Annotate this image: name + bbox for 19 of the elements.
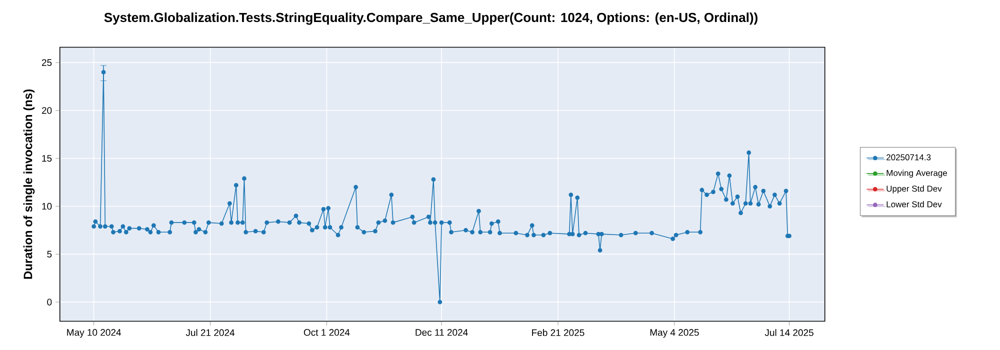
- y-axis-title: Duration of single invocation (ns): [23, 90, 35, 279]
- y-tick-label: 15: [42, 155, 52, 162]
- legend-label: 20250714.3: [886, 154, 931, 160]
- legend-label: Upper Std Dev: [886, 185, 942, 194]
- chart-title: System.Globalization.Tests.StringEquality.Compare_Same_Upper(Count: 1024, Options: (en-US, Ordinal)): [104, 12, 758, 25]
- x-tick-label: May 4 2025: [650, 329, 699, 338]
- y-tick-label: 10: [42, 202, 52, 210]
- x-tick-label: Oct 1 2024: [304, 329, 350, 336]
- x-tick-label: Jul 21 2024: [186, 329, 235, 336]
- x-tick-label: May 10 2024: [67, 329, 121, 338]
- y-tick-label: 5: [47, 250, 52, 258]
- y-tick-label: 25: [42, 59, 52, 66]
- x-tick-label: Dec 11 2024: [416, 329, 468, 336]
- legend-label: Moving Average: [886, 170, 947, 178]
- legend-label: Lower Std Dev: [886, 201, 942, 208]
- x-tick-label: Feb 21 2025: [532, 329, 584, 336]
- x-tick-label: Jul 14 2025: [764, 329, 814, 336]
- y-tick-label: 20: [42, 107, 52, 114]
- y-tick-label: 0: [47, 298, 52, 306]
